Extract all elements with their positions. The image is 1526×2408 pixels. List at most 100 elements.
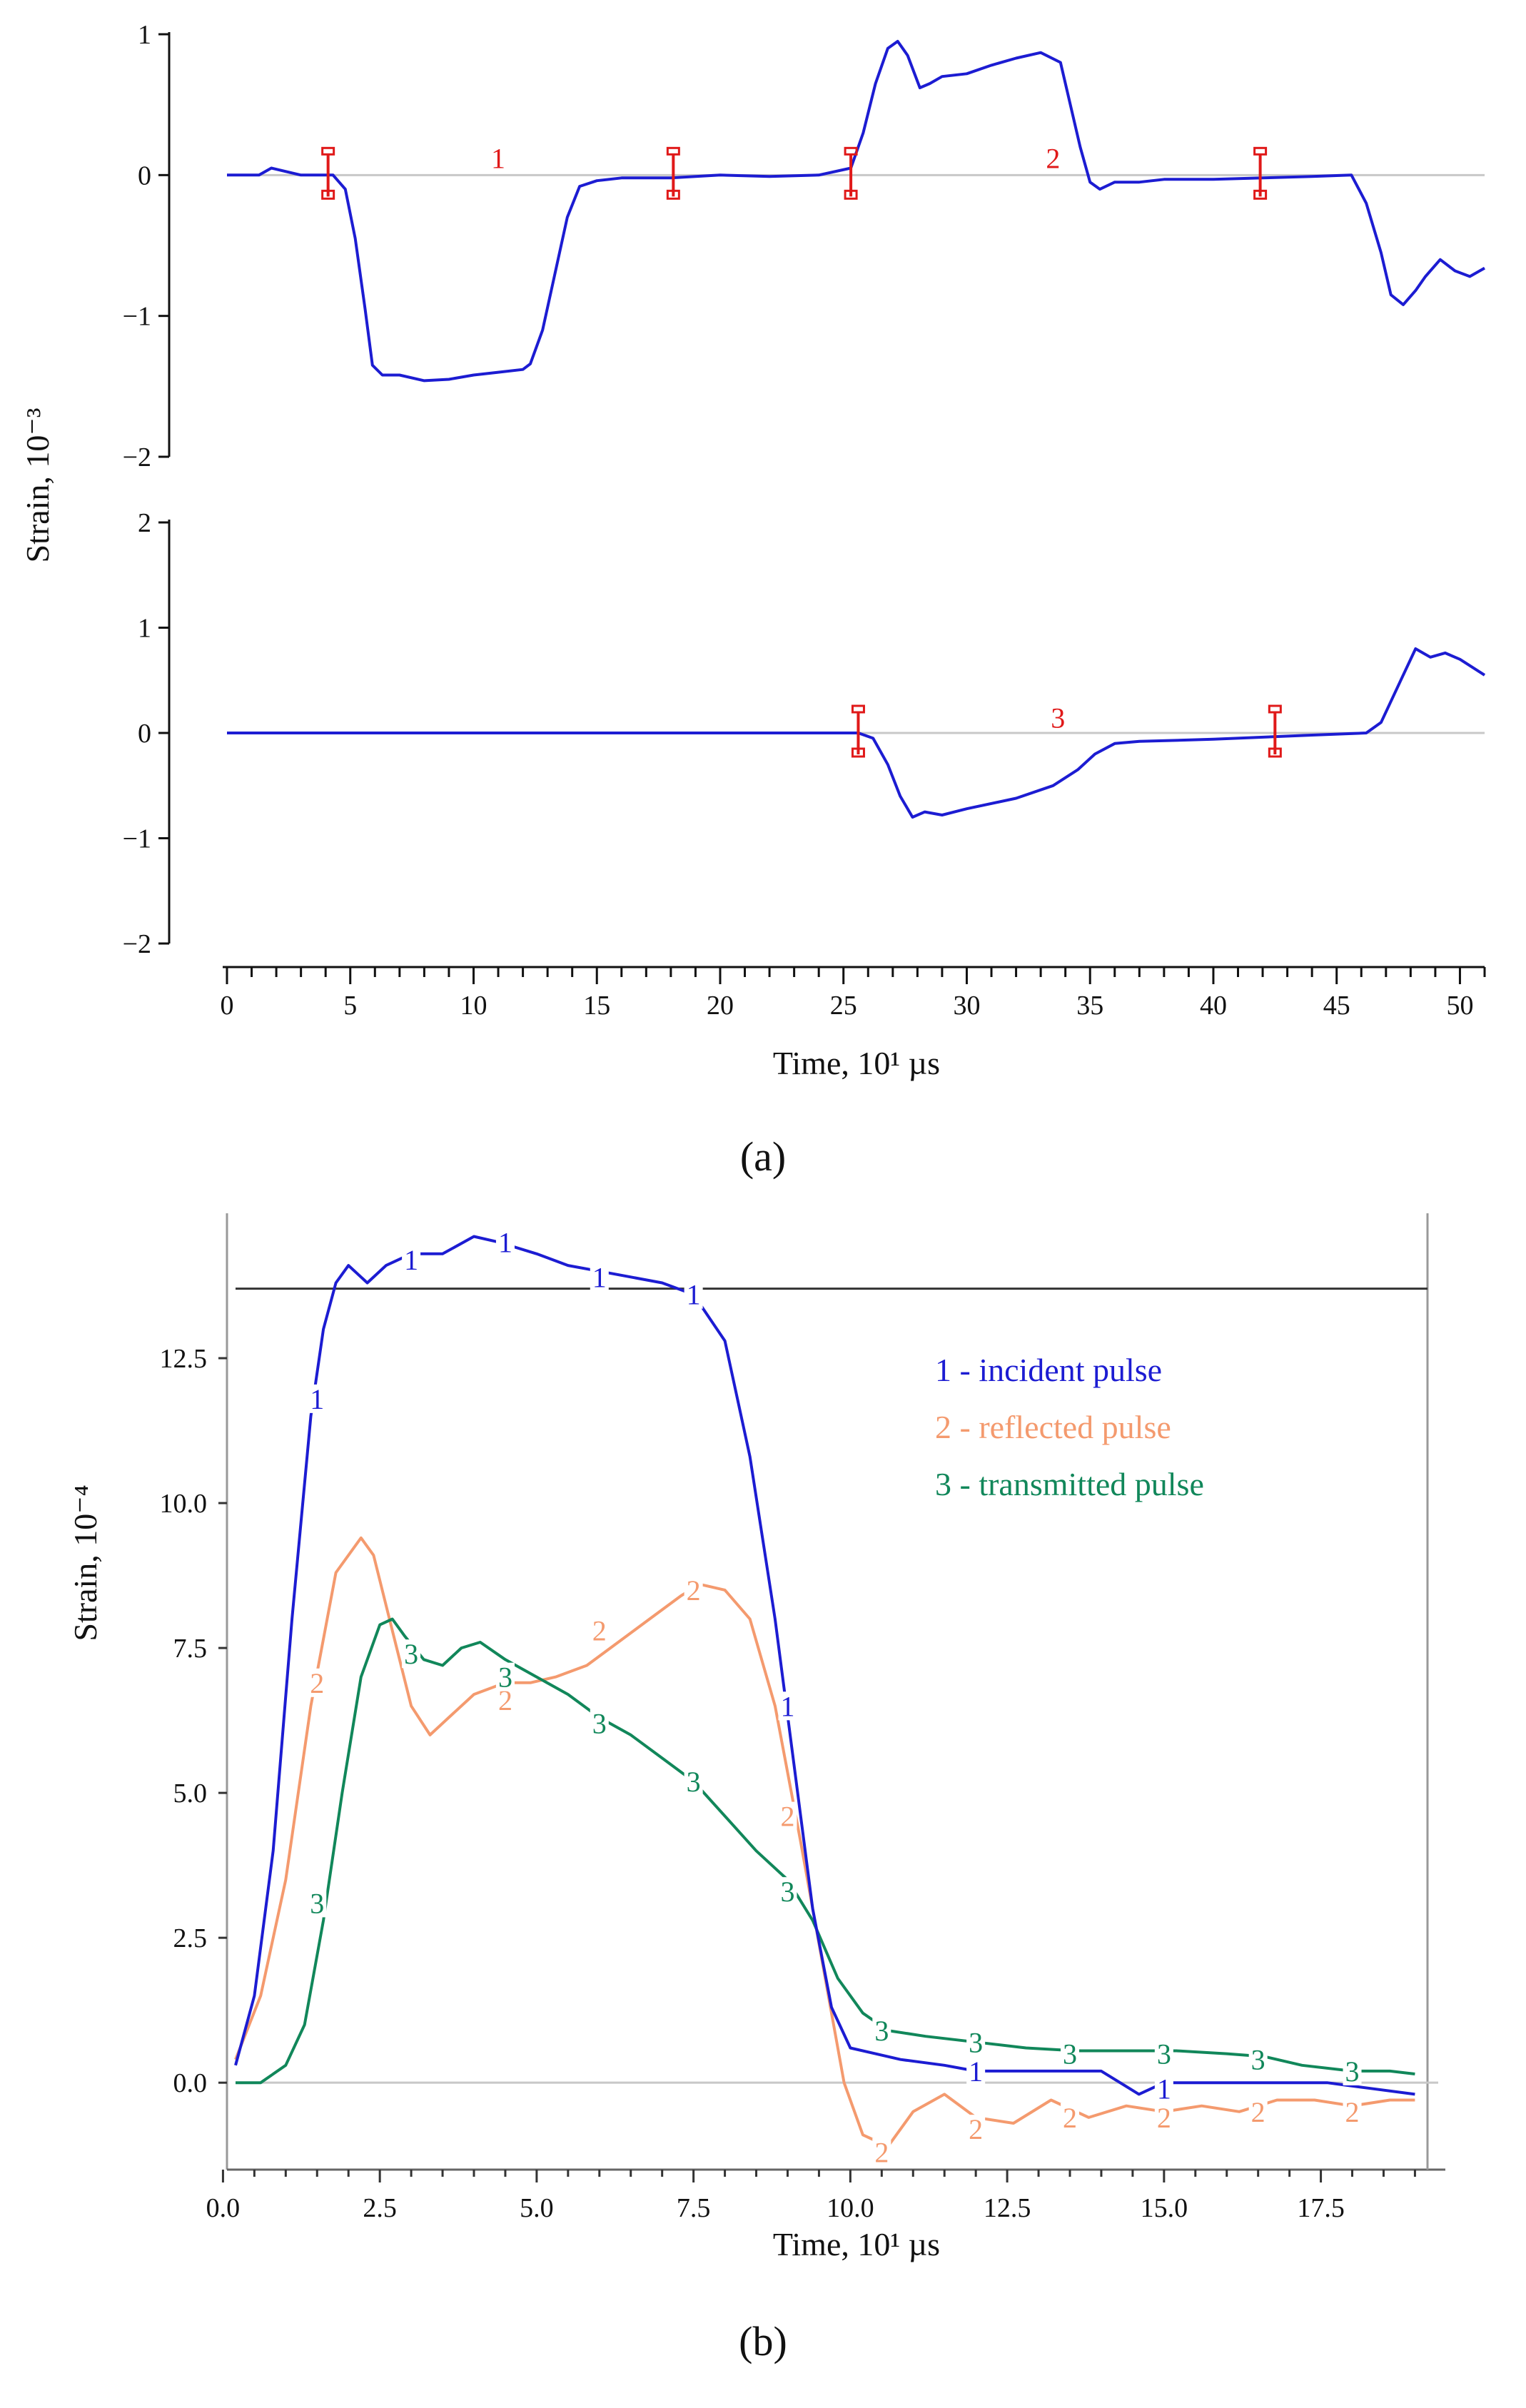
a-bottom-y-tick-label: 1 xyxy=(138,614,151,644)
panel-b-y-tick-label: 10.0 xyxy=(160,1489,208,1519)
series-marker-2: 2 xyxy=(780,1801,794,1833)
series-marker-bg xyxy=(308,1668,327,1697)
series-marker-bg xyxy=(590,1263,609,1292)
a-bottom-y-tick-label: 0 xyxy=(138,719,151,749)
series-marker-2: 2 xyxy=(1345,2096,1360,2128)
series-marker-bg xyxy=(872,2016,891,2045)
panel-b-y-axis-title: Strain, 10⁻⁴ xyxy=(67,1484,103,1641)
panel-b-y-tick-label: 2.5 xyxy=(173,1923,208,1953)
series-marker-bg xyxy=(402,1639,421,1669)
series-marker-bg xyxy=(778,1691,797,1721)
a-top-y-tick-label: −1 xyxy=(123,302,151,332)
series-marker-3: 3 xyxy=(498,1661,512,1694)
panel-a-x-tick-label: 15 xyxy=(583,991,610,1021)
panel-b-series-line-1 xyxy=(234,1235,1415,2096)
panel-b-legend: 1 - incident pulse 2 - reflected pulse 3 -… xyxy=(935,1352,1204,1502)
panel-b-label: (b) xyxy=(739,2318,787,2364)
panel-b-x-tick-label: 10.0 xyxy=(827,2193,874,2223)
series-marker-bg xyxy=(495,1228,515,1257)
a-top-y-tick-label: −2 xyxy=(123,442,151,472)
panel-a-x-tick-label: 35 xyxy=(1076,991,1103,1021)
cursor-cap-top xyxy=(321,146,335,156)
panel-a-x-tick-label: 0 xyxy=(221,991,234,1021)
panel-b-series-line-3 xyxy=(236,1617,1415,2085)
panel-b-x-tick-label: 2.5 xyxy=(363,2193,397,2223)
panel-b-y-tick-label: 7.5 xyxy=(173,1634,208,1664)
series-marker-3: 3 xyxy=(969,2026,983,2058)
series-marker-bg xyxy=(684,1280,703,1309)
series-marker-2: 2 xyxy=(1063,2102,1077,2134)
series-marker-bg xyxy=(966,2056,986,2085)
panel-a-label: (a) xyxy=(740,1133,786,1180)
series-marker-bg xyxy=(684,1766,703,1796)
series-marker-bg xyxy=(1248,2045,1268,2074)
series-marker-2: 2 xyxy=(310,1667,324,1699)
series-marker-1: 1 xyxy=(1157,2073,1171,2105)
panel-a-x-tick-label: 5 xyxy=(343,991,357,1021)
a-bottom-cursor-marker xyxy=(1268,704,1282,758)
panel-b-x-tick-label: 7.5 xyxy=(677,2193,711,2223)
a-top-region-label: 1 xyxy=(491,142,505,174)
series-marker-bg xyxy=(1061,2039,1079,2068)
cursor-cap-top xyxy=(851,704,865,714)
a-top-cursor-marker xyxy=(1253,146,1268,200)
series-marker-bg xyxy=(1061,2103,1079,2132)
cursor-cap-bottom xyxy=(1268,747,1282,758)
a-top-region-label: 2 xyxy=(1046,142,1060,174)
series-marker-1: 1 xyxy=(969,2055,983,2088)
cursor-cap-bottom xyxy=(666,189,680,200)
cursor-cap-bottom xyxy=(321,189,335,200)
a-top-cursor-marker xyxy=(666,146,680,200)
series-marker-3: 3 xyxy=(404,1638,418,1670)
series-marker-bg xyxy=(308,1888,327,1918)
series-marker-bg xyxy=(1154,2103,1173,2132)
series-marker-2: 2 xyxy=(1157,2102,1171,2134)
a-top-cursor-marker xyxy=(844,146,858,200)
series-marker-bg xyxy=(495,1662,515,1691)
cursor-cap-bottom xyxy=(1253,189,1268,200)
series-marker-3: 3 xyxy=(310,1887,324,1919)
series-marker-1: 1 xyxy=(780,1690,794,1722)
series-marker-2: 2 xyxy=(1251,2096,1265,2128)
series-marker-3: 3 xyxy=(1251,2044,1265,2076)
panel-a-x-tick-label: 45 xyxy=(1323,991,1350,1021)
a-bottom-series-line xyxy=(227,647,1486,819)
series-marker-3: 3 xyxy=(687,1766,701,1798)
panel-b-y-tick-label: 0.0 xyxy=(173,2068,208,2098)
series-marker-bg xyxy=(966,2115,986,2144)
series-marker-3: 3 xyxy=(592,1708,607,1740)
panel-a-x-tick-label: 30 xyxy=(953,991,980,1021)
a-bottom-region-label: 3 xyxy=(1051,702,1065,734)
a-top-y-tick-label: 1 xyxy=(138,20,151,50)
series-marker-bg xyxy=(778,1877,797,1906)
a-bottom-cursor-marker xyxy=(851,704,865,758)
series-marker-3: 3 xyxy=(874,2015,889,2047)
panel-a-x-axis-title: Time, 10¹ µs xyxy=(773,1045,940,1081)
series-marker-bg xyxy=(1154,2039,1173,2068)
panel-b-x-tick-label: 5.0 xyxy=(520,2193,554,2223)
panel-a-x-tick-label: 40 xyxy=(1200,991,1227,1021)
series-marker-bg xyxy=(1343,2056,1362,2085)
cursor-cap-top xyxy=(666,146,680,156)
panel-a-x-tick-label: 50 xyxy=(1446,991,1473,1021)
series-marker-bg xyxy=(872,2138,891,2167)
panel-b-x-tick-label: 15.0 xyxy=(1141,2193,1188,2223)
cursor-cap-top xyxy=(1268,704,1282,714)
series-marker-bg xyxy=(966,2028,986,2057)
panel-a-x-tick-label: 10 xyxy=(460,991,487,1021)
a-bottom-y-tick-label: −1 xyxy=(123,824,151,854)
series-marker-2: 2 xyxy=(687,1574,701,1607)
cursor-cap-top xyxy=(844,146,858,156)
series-marker-3: 3 xyxy=(1063,2038,1077,2070)
series-marker-1: 1 xyxy=(592,1261,607,1293)
series-marker-bg xyxy=(402,1245,421,1274)
series-marker-2: 2 xyxy=(592,1615,607,1647)
panel-b-x-tick-label: 0.0 xyxy=(206,2193,241,2223)
series-marker-3: 3 xyxy=(1157,2038,1171,2070)
panel-b-x-tick-label: 17.5 xyxy=(1297,2193,1345,2223)
panel-a-x-tick-label: 20 xyxy=(707,991,734,1021)
series-marker-2: 2 xyxy=(874,2137,889,2169)
series-marker-2: 2 xyxy=(969,2113,983,2145)
cursor-cap-top xyxy=(1253,146,1268,156)
